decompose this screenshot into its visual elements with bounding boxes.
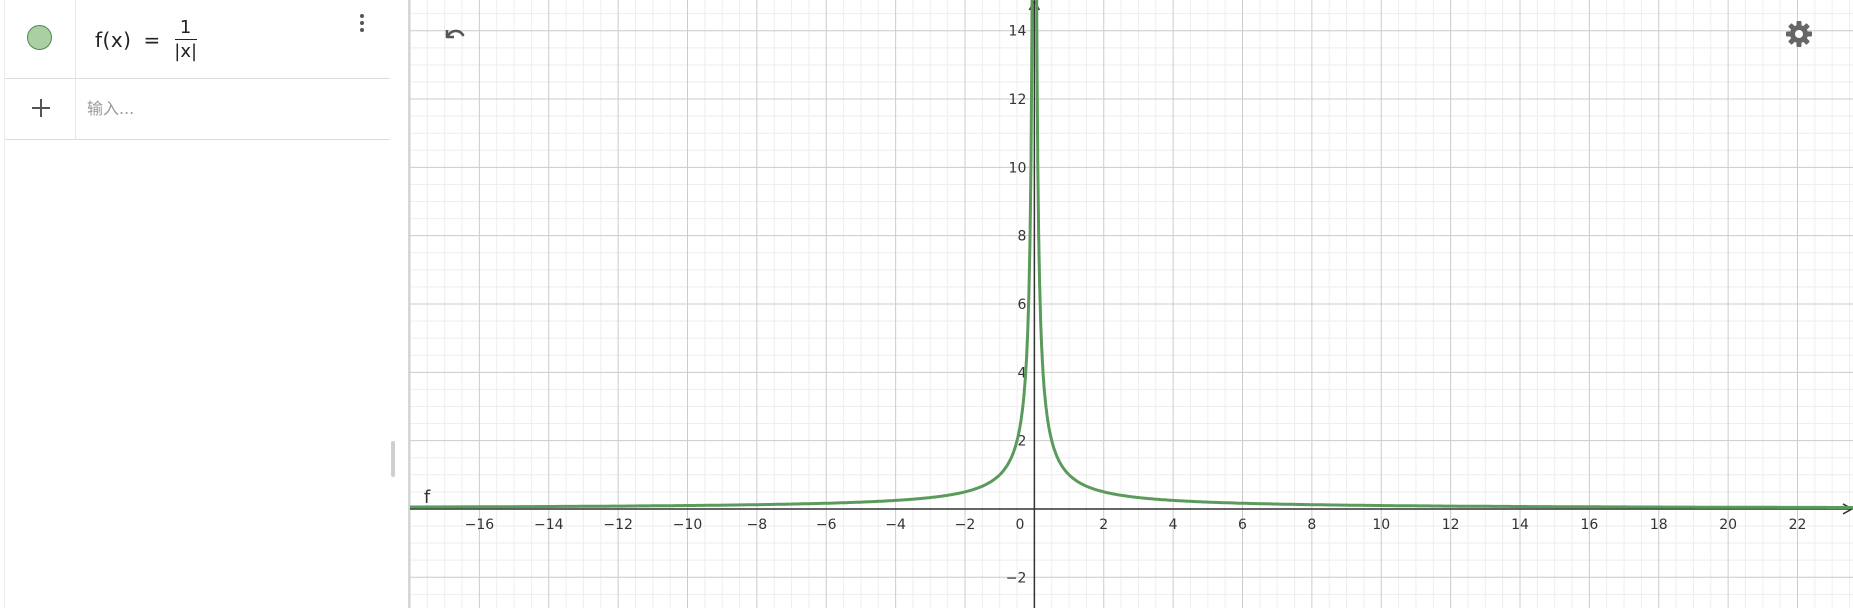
sidebar-edge (4, 0, 5, 608)
x-tick-label: 20 (1719, 517, 1737, 533)
undo-icon-svg (445, 29, 465, 39)
algebra-item-gutter (5, 0, 76, 78)
dot-3 (360, 28, 364, 32)
algebra-input-row (5, 79, 390, 140)
y-tick-label: 10 (1009, 160, 1027, 176)
origin-label: 0 (1015, 517, 1024, 533)
x-tick-label: −2 (955, 517, 976, 533)
view-divider (408, 0, 410, 608)
y-tick-label: 8 (1017, 229, 1026, 245)
dot-1 (360, 14, 364, 18)
tick-labels: −16 −14 −12 −10 −8 −6 −4 −2 2 4 6 8 10 12 14 16 18 20 22−2… (465, 24, 1807, 587)
algebra-view: f(x) = 1 |x| (0, 0, 392, 608)
x-tick-label: 2 (1099, 517, 1108, 533)
plus-icon[interactable] (29, 96, 53, 120)
x-tick-label: 12 (1442, 517, 1460, 533)
x-tick-label: 8 (1307, 517, 1316, 533)
formula-equals: = (143, 28, 161, 52)
fraction-numerator: 1 (179, 16, 192, 38)
x-tick-label: 18 (1650, 517, 1668, 533)
x-tick-label: 4 (1169, 517, 1178, 533)
function-label[interactable]: f (424, 487, 431, 508)
formula-fraction: 1 |x| (172, 17, 199, 64)
algebra-item-f[interactable]: f(x) = 1 |x| (5, 0, 390, 79)
function-curve-right[interactable] (1035, 0, 1853, 509)
x-tick-label: 6 (1238, 517, 1247, 533)
x-tick-label: 16 (1580, 517, 1598, 533)
dot-2 (360, 21, 364, 25)
y-tick-label: 2 (1017, 434, 1026, 450)
x-tick-label: −12 (603, 517, 633, 533)
y-tick-label: 14 (1009, 24, 1027, 40)
formula-lhs: f(x) (95, 28, 132, 52)
color-dot-icon[interactable] (27, 25, 52, 50)
vertical-dots-icon[interactable] (355, 14, 369, 38)
x-tick-label: 10 (1372, 517, 1390, 533)
sidebar-resize-handle[interactable] (391, 441, 395, 477)
undo-icon[interactable] (438, 18, 470, 50)
x-tick-label: 14 (1511, 517, 1529, 533)
x-tick-label: −6 (816, 517, 837, 533)
gear-icon[interactable] (1783, 18, 1815, 50)
graph-canvas[interactable]: −16 −14 −12 −10 −8 −6 −4 −2 2 4 6 8 10 12 14 16 18 20 22−2… (410, 0, 1853, 608)
x-tick-label: −14 (534, 517, 564, 533)
y-tick-label: −2 (1006, 570, 1027, 586)
formula-f[interactable]: f(x) = 1 |x| (95, 11, 199, 69)
graphics-view[interactable]: −16 −14 −12 −10 −8 −6 −4 −2 2 4 6 8 10 12 14 16 18 20 22 −2… (410, 0, 1853, 608)
x-tick-label: −10 (673, 517, 703, 533)
fraction-denominator: |x| (174, 40, 198, 62)
y-tick-label: 6 (1017, 297, 1026, 313)
x-tick-label: −8 (747, 517, 768, 533)
y-tick-label: 4 (1017, 365, 1026, 381)
fraction-bar (174, 38, 197, 40)
algebra-input[interactable] (87, 93, 377, 123)
input-gutter (5, 79, 76, 139)
x-tick-label: −16 (465, 517, 495, 533)
x-tick-label: 22 (1789, 517, 1807, 533)
y-tick-label: 12 (1009, 92, 1027, 108)
function-curve-left[interactable] (410, 0, 1034, 509)
x-tick-label: −4 (885, 517, 906, 533)
gear-icon-svg (1786, 21, 1812, 47)
